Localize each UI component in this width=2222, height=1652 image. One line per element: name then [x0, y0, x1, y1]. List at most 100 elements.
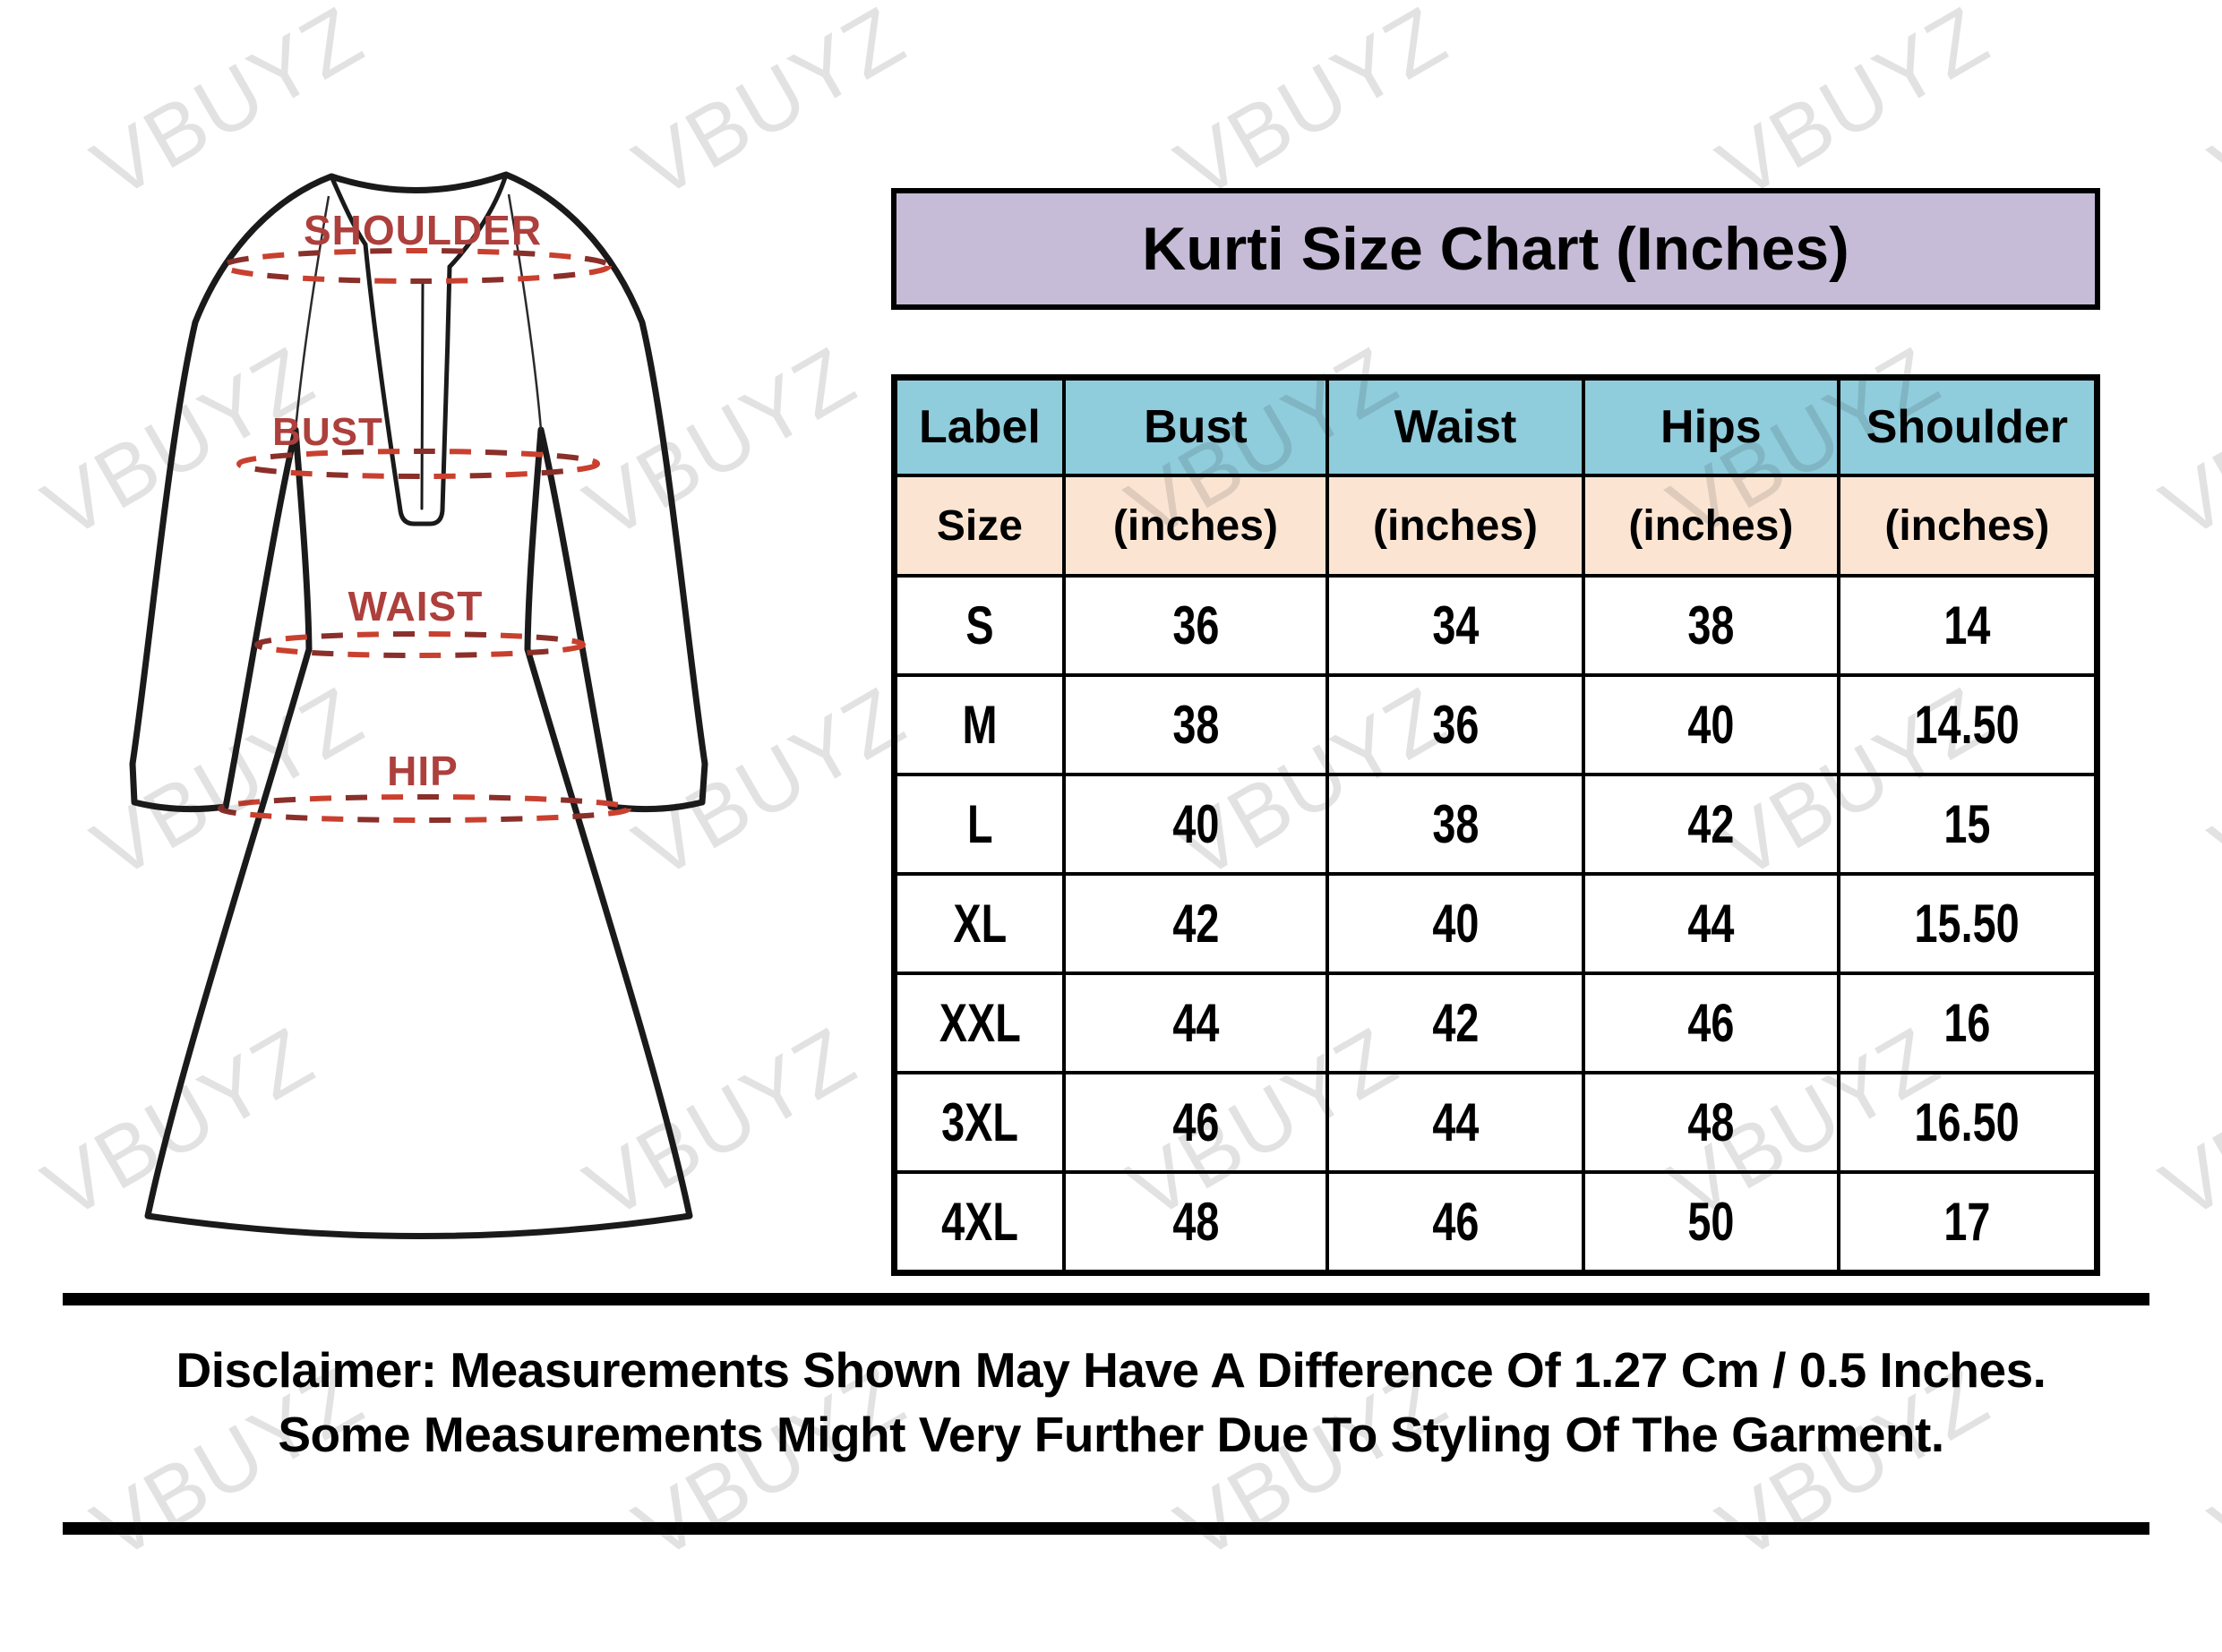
- cell-text: 46: [1431, 1192, 1480, 1252]
- cell-text: 48: [1687, 1092, 1735, 1152]
- cell-hips: 46: [1582, 972, 1840, 1074]
- cell-size-label: XXL: [892, 972, 1066, 1074]
- cell-shoulder: 14.50: [1836, 673, 2099, 776]
- diagram-label-bust: BUST: [272, 410, 383, 454]
- neckline-right: [447, 172, 509, 270]
- col-header-bust: Bust: [1061, 375, 1329, 477]
- cell-waist: 44: [1325, 1071, 1586, 1174]
- cell-text: 44: [1431, 1092, 1480, 1152]
- waist-measure-line-alt: [254, 631, 586, 658]
- col-header-waist: Waist: [1325, 375, 1586, 477]
- neckline-left: [329, 174, 368, 247]
- cell-text: 42: [1431, 993, 1480, 1053]
- cell-size-label: 3XL: [892, 1071, 1066, 1174]
- table-body: S 36 34 38 14 M 38 36 40 14.50 L 40 38 42 15 XL 42 40 44 15…: [892, 574, 2099, 1275]
- cell-text: 46: [1687, 993, 1735, 1053]
- cell-text: L: [966, 794, 993, 854]
- cell-text: 48: [1171, 1192, 1219, 1252]
- watermark: VBUYZ: [1703, 0, 2004, 218]
- cell-bust: 42: [1061, 872, 1329, 975]
- waist-measure-line: [254, 631, 586, 658]
- cell-text: 38: [1687, 595, 1735, 655]
- cell-bust: 44: [1061, 972, 1329, 1074]
- cell-text: 36: [1431, 695, 1480, 755]
- cell-text: 44: [1687, 894, 1735, 954]
- cell-text: 50: [1687, 1192, 1735, 1252]
- table-row: XXL 44 42 46 16: [892, 972, 2099, 1074]
- cell-text: 40: [1171, 794, 1219, 854]
- table-row: XL 42 40 44 15.50: [892, 872, 2099, 975]
- bust-measure-line-alt: [236, 449, 600, 479]
- armhole-seam-left: [294, 195, 330, 431]
- col-header-label: Label: [892, 375, 1066, 477]
- subheader-size: Size: [892, 474, 1066, 578]
- size-table: Label Bust Waist Hips Shoulder Size (inc…: [891, 374, 2100, 1276]
- subheader-hips-units: (inches): [1582, 474, 1840, 578]
- cell-text: 40: [1431, 894, 1480, 954]
- cell-size-label: S: [892, 574, 1066, 677]
- cell-shoulder: 15.50: [1836, 872, 2099, 975]
- placket-slit-left: [363, 242, 403, 513]
- kurti-outline: [129, 171, 708, 1239]
- cell-text: M: [962, 695, 998, 755]
- table-row: L 40 38 42 15: [892, 773, 2099, 876]
- placket-slit-right: [440, 264, 452, 513]
- table-header-row: Label Bust Waist Hips Shoulder: [892, 375, 2099, 477]
- cell-bust: 40: [1061, 773, 1329, 876]
- table-row: M 38 36 40 14.50: [892, 673, 2099, 776]
- cell-text: 16: [1943, 993, 1991, 1053]
- cell-text: 15: [1943, 794, 1991, 854]
- col-header-hips: Hips: [1582, 375, 1840, 477]
- cell-text: 42: [1687, 794, 1735, 854]
- cell-text: 3XL: [941, 1092, 1018, 1152]
- divider-line-bottom: [63, 1522, 2149, 1535]
- shoulder-measure-line: [221, 248, 612, 284]
- cell-text: 14.50: [1914, 695, 2020, 755]
- cell-shoulder: 16.50: [1836, 1071, 2099, 1174]
- table-row: S 36 34 38 14: [892, 574, 2099, 677]
- cell-size-label: 4XL: [892, 1170, 1066, 1275]
- diagram-label-hip: HIP: [387, 748, 459, 794]
- page-title: Kurti Size Chart (Inches): [891, 188, 2100, 310]
- diagram-label-shoulder: SHOULDER: [304, 207, 542, 253]
- subheader-shoulder-units: (inches): [1836, 474, 2099, 578]
- cell-text: 4XL: [941, 1192, 1018, 1252]
- kurti-measurement-diagram: SHOULDER BUST WAIST HIP: [129, 171, 708, 1239]
- cell-text: 14: [1943, 595, 1991, 655]
- table-subheader-row: Size (inches) (inches) (inches) (inches): [892, 474, 2099, 578]
- cell-bust: 36: [1061, 574, 1329, 677]
- watermark: VBUYZ: [1161, 0, 1463, 218]
- cell-hips: 42: [1582, 773, 1840, 876]
- cell-waist: 46: [1325, 1170, 1586, 1275]
- subheader-bust-units: (inches): [1061, 474, 1329, 578]
- shoulder-measure-line-alt: [221, 248, 612, 284]
- cell-text: XXL: [939, 993, 1021, 1053]
- cell-text: 34: [1431, 595, 1480, 655]
- disclaimer: Disclaimer: Measurements Shown May Have …: [0, 1338, 2222, 1467]
- disclaimer-line-2: Some Measurements Might Very Further Due…: [278, 1407, 1944, 1462]
- divider-line-top: [63, 1293, 2149, 1305]
- cell-waist: 40: [1325, 872, 1586, 975]
- bust-measure-line: [236, 449, 600, 479]
- watermark: VBUYZ: [2146, 1008, 2222, 1238]
- cell-text: 38: [1431, 794, 1480, 854]
- cell-shoulder: 16: [1836, 972, 2099, 1074]
- cell-size-label: XL: [892, 872, 1066, 975]
- watermark: VBUYZ: [2195, 0, 2222, 218]
- cell-size-label: L: [892, 773, 1066, 876]
- cell-size-label: M: [892, 673, 1066, 776]
- watermark: VBUYZ: [2195, 668, 2222, 898]
- cell-hips: 44: [1582, 872, 1840, 975]
- watermark: VBUYZ: [2146, 328, 2222, 558]
- cell-waist: 38: [1325, 773, 1586, 876]
- cell-text: XL: [953, 894, 1007, 954]
- placket-center-line: [420, 278, 425, 510]
- cell-text: 46: [1171, 1092, 1219, 1152]
- cell-hips: 38: [1582, 574, 1840, 677]
- cell-text: 17: [1943, 1192, 1991, 1252]
- cell-shoulder: 14: [1836, 574, 2099, 677]
- subheader-waist-units: (inches): [1325, 474, 1586, 578]
- table-row: 3XL 46 44 48 16.50: [892, 1071, 2099, 1174]
- hip-measure-line: [218, 794, 631, 823]
- cell-shoulder: 17: [1836, 1170, 2099, 1275]
